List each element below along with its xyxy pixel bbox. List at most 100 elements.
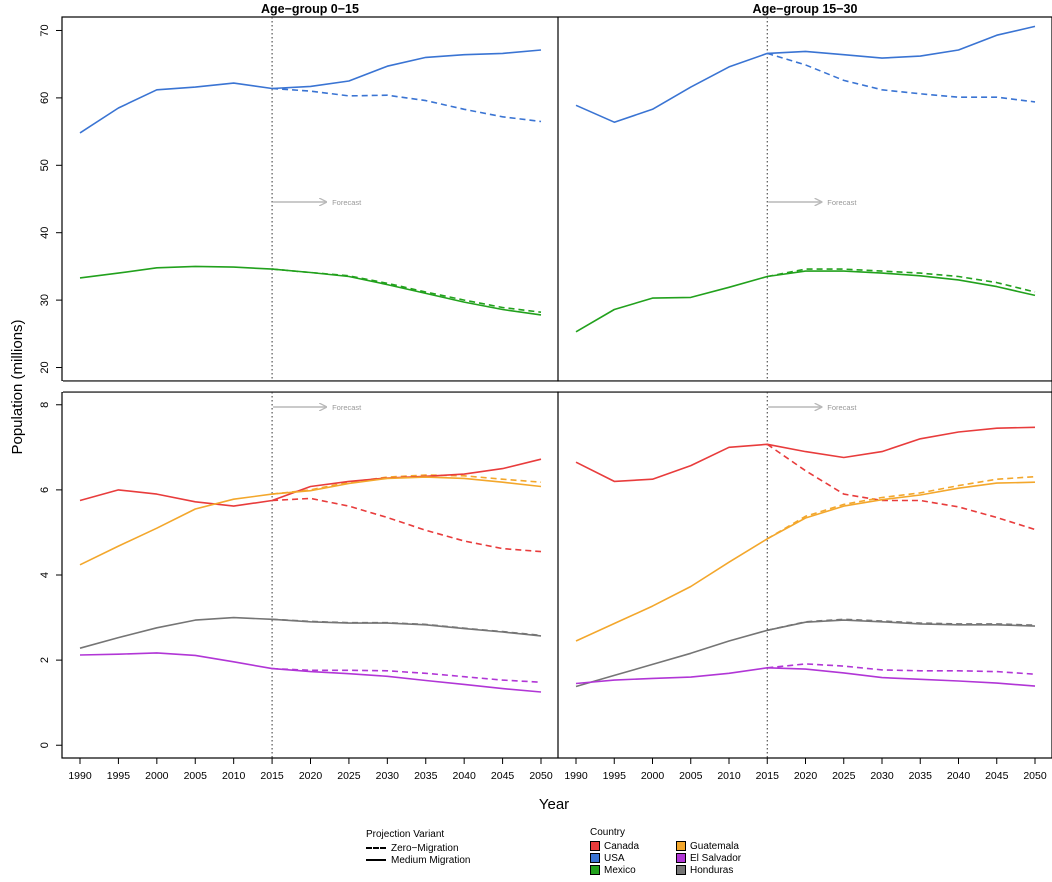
panel-top-right: Forecast	[575, 17, 1036, 381]
series-mexico-zero-migration	[767, 268, 1036, 293]
x-tick-label: 2050	[1023, 770, 1047, 782]
x-tick-label: 2035	[909, 770, 933, 782]
color-swatch-icon	[676, 841, 686, 851]
legend-item-guatemala: Guatemala	[676, 840, 766, 852]
series-el-salvador-medium-migration	[79, 652, 542, 693]
column-title: Age−group 0−15	[261, 2, 359, 16]
x-tick-label: 1995	[107, 770, 131, 782]
x-tick-label: 2000	[641, 770, 665, 782]
series-canada-zero-migration	[766, 443, 1036, 531]
x-tick-label: 2015	[260, 770, 284, 782]
series-honduras-medium-migration	[79, 616, 542, 649]
series-canada-medium-migration	[575, 426, 1036, 483]
color-swatch-icon	[676, 853, 686, 863]
forecast-label: Forecast	[827, 403, 857, 412]
series-usa-medium-migration	[79, 49, 542, 134]
x-tick-label: 2040	[947, 770, 971, 782]
legend-label: Zero−Migration	[391, 842, 459, 854]
x-axis-title: Year	[539, 796, 569, 813]
x-tick-label: 2005	[184, 770, 208, 782]
legend-item-honduras: Honduras	[676, 864, 766, 876]
x-tick-label: 2040	[452, 770, 476, 782]
forecast-label: Forecast	[332, 198, 362, 207]
y-tick-label: 50	[39, 159, 51, 171]
country-legend: Country Canada Guatemala USA El Salvador Mex…	[590, 826, 766, 876]
x-tick-label: 2010	[717, 770, 741, 782]
legend-item-el-salvador: El Salvador	[676, 852, 766, 864]
x-tick-label: 2035	[414, 770, 438, 782]
x-tick-label: 2045	[491, 770, 515, 782]
x-tick-label: 1990	[564, 770, 588, 782]
dashed-line-icon	[366, 847, 386, 849]
series-el-salvador-zero-migration	[767, 663, 1036, 675]
legend-item-medium-migration: Medium Migration	[366, 854, 470, 866]
y-tick-label: 40	[39, 227, 51, 239]
legend-label: Honduras	[690, 864, 734, 876]
x-tick-label: 2025	[832, 770, 856, 782]
series-mexico-medium-migration	[79, 265, 542, 316]
projection-variant-legend: Projection Variant Zero−Migration Medium…	[366, 828, 470, 866]
color-swatch-icon	[676, 865, 686, 875]
legend-label: Canada	[604, 840, 640, 852]
legend-label: USA	[604, 852, 625, 864]
series-honduras-medium-migration	[575, 619, 1036, 688]
panel-bottom-right: Forecast	[575, 392, 1036, 758]
x-tick-label: 2020	[299, 770, 323, 782]
forecast-label: Forecast	[827, 198, 857, 207]
y-axis-title: Population (millions)	[9, 319, 26, 454]
series-mexico-zero-migration	[272, 268, 542, 313]
row-gap	[62, 381, 1052, 392]
legend-label: El Salvador	[690, 852, 742, 864]
series-guatemala-medium-migration	[575, 481, 1036, 642]
x-tick-label: 2025	[337, 770, 361, 782]
x-tick-label: 2005	[679, 770, 703, 782]
series-guatemala-medium-migration	[79, 476, 542, 566]
x-tick-label: 1990	[68, 770, 92, 782]
legend-item-canada: Canada	[590, 840, 676, 852]
series-canada-zero-migration	[272, 497, 542, 553]
x-tick-label: 2010	[222, 770, 246, 782]
series-usa-zero-migration	[272, 87, 542, 123]
legend-item-mexico: Mexico	[590, 864, 676, 876]
x-tick-label: 2050	[529, 770, 553, 782]
x-tick-label: 2020	[794, 770, 818, 782]
x-tick-label: 2030	[870, 770, 894, 782]
forecast-label: Forecast	[332, 403, 362, 412]
color-swatch-icon	[590, 865, 600, 875]
series-guatemala-zero-migration	[272, 474, 542, 495]
x-tick-label: 2045	[985, 770, 1009, 782]
country-legend-grid: Canada Guatemala USA El Salvador Mexico Hondu…	[590, 840, 766, 876]
solid-line-icon	[366, 859, 386, 861]
series-el-salvador-medium-migration	[575, 666, 1036, 687]
column-title: Age−group 15−30	[753, 2, 858, 16]
y-tick-label: 2	[39, 657, 51, 663]
x-tick-label: 2030	[376, 770, 400, 782]
panel-bottom-left: 0 2 4 6 8 Forecast	[39, 392, 542, 758]
series-el-salvador-zero-migration	[272, 667, 542, 683]
x-tick-label: 2015	[756, 770, 780, 782]
y-tick-label: 20	[39, 361, 51, 373]
legend-title-country: Country	[590, 827, 626, 838]
color-swatch-icon	[590, 841, 600, 851]
y-tick-label: 70	[39, 24, 51, 36]
y-tick-label: 8	[39, 402, 51, 408]
y-tick-label: 30	[39, 294, 51, 306]
legend-title-variant: Projection Variant	[366, 829, 445, 840]
x-tick-label: 2000	[145, 770, 169, 782]
y-tick-label: 0	[39, 742, 51, 748]
legend-label: Mexico	[604, 864, 636, 876]
series-mexico-medium-migration	[575, 270, 1036, 333]
y-tick-label: 60	[39, 92, 51, 104]
legend-item-zero-migration: Zero−Migration	[366, 842, 470, 854]
y-tick-label: 4	[39, 572, 51, 578]
x-tick-label: 1995	[603, 770, 627, 782]
series-guatemala-zero-migration	[766, 475, 1036, 540]
panel-top-left: 20 30 40 50 60 70 Forecast	[39, 17, 542, 381]
legend-label: Guatemala	[690, 840, 739, 852]
series-usa-medium-migration	[575, 25, 1036, 123]
legend-item-usa: USA	[590, 852, 676, 864]
series-usa-zero-migration	[767, 52, 1036, 103]
y-tick-label: 6	[39, 487, 51, 493]
series-canada-medium-migration	[79, 458, 542, 507]
